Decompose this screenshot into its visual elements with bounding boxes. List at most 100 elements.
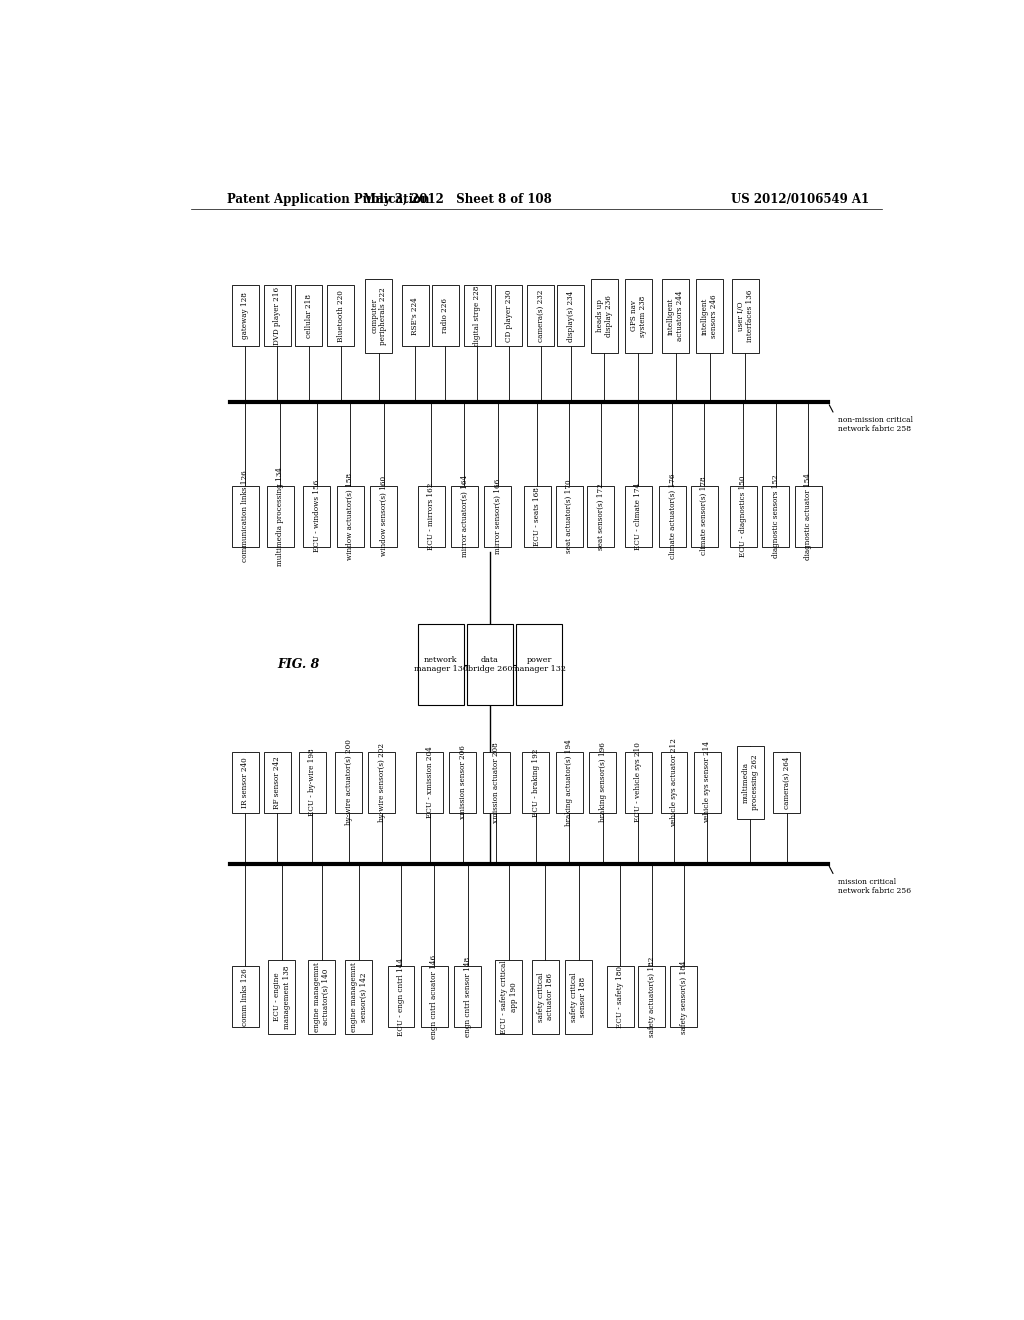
Text: ECU - climate 174: ECU - climate 174: [634, 483, 642, 549]
Text: camera(s) 232: camera(s) 232: [537, 290, 545, 342]
Bar: [232, 966, 259, 1027]
Text: gateway 128: gateway 128: [242, 293, 250, 339]
Text: cellular 218: cellular 218: [305, 294, 313, 338]
Bar: [625, 486, 651, 546]
Text: ECU - diagnostics 150: ECU - diagnostics 150: [739, 475, 748, 557]
Bar: [660, 752, 687, 813]
Text: climate sensor(s) 178: climate sensor(s) 178: [700, 477, 709, 556]
Text: network
manager 130: network manager 130: [414, 656, 468, 673]
Text: Bluetooth 220: Bluetooth 220: [337, 290, 345, 342]
Text: seat actuator(s) 170: seat actuator(s) 170: [565, 479, 573, 553]
Bar: [663, 280, 689, 352]
Text: camera(s) 264: camera(s) 264: [782, 756, 791, 809]
Bar: [268, 961, 296, 1034]
Bar: [516, 624, 562, 705]
Text: climate actuator(s) 176: climate actuator(s) 176: [669, 474, 677, 558]
Text: US 2012/0106549 A1: US 2012/0106549 A1: [731, 193, 869, 206]
Text: radio 226: radio 226: [441, 298, 450, 334]
Bar: [296, 285, 323, 346]
Text: ECU - xmission 204: ECU - xmission 204: [426, 747, 433, 818]
Bar: [591, 280, 617, 352]
Text: multimedia processing 134: multimedia processing 134: [276, 467, 285, 565]
Bar: [496, 285, 522, 346]
Text: non-mission critical
network fabric 258: non-mission critical network fabric 258: [839, 416, 913, 433]
Bar: [556, 752, 583, 813]
Text: seat sensor(s) 172: seat sensor(s) 172: [597, 483, 605, 549]
Text: mission critical
network fabric 256: mission critical network fabric 256: [839, 878, 911, 895]
Text: vehicle sys sensor 214: vehicle sys sensor 214: [703, 742, 712, 824]
Text: vehicle sys actuator 212: vehicle sys actuator 212: [670, 738, 678, 826]
Bar: [625, 280, 651, 352]
Bar: [467, 624, 513, 705]
Bar: [455, 966, 481, 1027]
Bar: [606, 966, 634, 1027]
Text: GPS nav
system 238: GPS nav system 238: [630, 296, 647, 337]
Text: ECU - engn cntrl 144: ECU - engn cntrl 144: [397, 958, 406, 1036]
Text: by-wire sensor(s) 202: by-wire sensor(s) 202: [378, 743, 386, 822]
Text: ECU - by-wire 198: ECU - by-wire 198: [308, 748, 316, 816]
Bar: [527, 285, 554, 346]
Bar: [556, 486, 583, 546]
Text: diagnostic actuator 154: diagnostic actuator 154: [804, 473, 812, 560]
Bar: [588, 486, 614, 546]
Text: by-wire actuator(s) 200: by-wire actuator(s) 200: [345, 739, 352, 825]
Text: braking sensor(s) 196: braking sensor(s) 196: [599, 743, 606, 822]
Bar: [773, 752, 800, 813]
Bar: [496, 961, 522, 1034]
Text: safety sensor(s) 184: safety sensor(s) 184: [680, 960, 687, 1034]
Text: diagnostic sensors 152: diagnostic sensors 152: [771, 474, 779, 558]
Text: RSE's 224: RSE's 224: [412, 297, 419, 335]
Bar: [524, 486, 551, 546]
Text: IR sensor 240: IR sensor 240: [242, 758, 250, 808]
Bar: [625, 752, 651, 813]
Text: mirror actuator(s) 164: mirror actuator(s) 164: [461, 475, 469, 557]
Bar: [450, 752, 476, 813]
Text: ECU - braking 192: ECU - braking 192: [531, 748, 540, 817]
Text: RF sensor 242: RF sensor 242: [273, 756, 282, 809]
Text: power
manager 132: power manager 132: [512, 656, 566, 673]
Bar: [484, 486, 511, 546]
Bar: [522, 752, 550, 813]
Text: window actuator(s) 158: window actuator(s) 158: [346, 473, 354, 560]
Text: window sensor(s) 160: window sensor(s) 160: [380, 477, 387, 556]
Text: safety critical
sensor 188: safety critical sensor 188: [570, 972, 588, 1022]
Text: engine managemnt
actuator(s) 140: engine managemnt actuator(s) 140: [313, 962, 330, 1032]
Bar: [670, 966, 697, 1027]
Bar: [370, 486, 397, 546]
Text: intelligent
actuators 244: intelligent actuators 244: [667, 290, 684, 341]
Text: data
bridge 260: data bridge 260: [468, 656, 512, 673]
Text: CD player 230: CD player 230: [505, 289, 513, 342]
Text: intelligent
sensors 246: intelligent sensors 246: [701, 294, 718, 338]
Bar: [264, 285, 291, 346]
Bar: [232, 752, 259, 813]
Text: ECU - safety 180: ECU - safety 180: [616, 966, 624, 1028]
Text: ECU - mirrors 162: ECU - mirrors 162: [427, 483, 435, 550]
Bar: [762, 486, 790, 546]
Text: ECU - safety critical
app 190: ECU - safety critical app 190: [501, 960, 517, 1034]
Bar: [729, 486, 757, 546]
Bar: [366, 280, 392, 352]
Bar: [418, 486, 444, 546]
Bar: [308, 961, 335, 1034]
Bar: [565, 961, 592, 1034]
Bar: [658, 486, 686, 546]
Bar: [416, 752, 443, 813]
Text: engn cntrl acuator 146: engn cntrl acuator 146: [430, 954, 438, 1039]
Bar: [421, 966, 447, 1027]
Text: FIG. 8: FIG. 8: [278, 659, 319, 671]
Text: May 3, 2012   Sheet 8 of 108: May 3, 2012 Sheet 8 of 108: [362, 193, 552, 206]
Bar: [557, 285, 585, 346]
Bar: [418, 624, 464, 705]
Bar: [401, 285, 429, 346]
Text: multimedia
processing 262: multimedia processing 262: [741, 755, 759, 810]
Bar: [732, 280, 759, 352]
Text: comm links 126: comm links 126: [242, 968, 250, 1026]
Bar: [696, 280, 723, 352]
Bar: [638, 966, 666, 1027]
Text: communication links 126: communication links 126: [242, 470, 250, 562]
Text: engn cntrl sensor 148: engn cntrl sensor 148: [464, 957, 472, 1038]
Text: xmission sensor 206: xmission sensor 206: [459, 746, 467, 820]
Text: ECU - vehicle sys 210: ECU - vehicle sys 210: [634, 743, 642, 822]
Text: safety critical
actuator 186: safety critical actuator 186: [537, 972, 554, 1022]
Text: DVD player 216: DVD player 216: [273, 286, 282, 345]
